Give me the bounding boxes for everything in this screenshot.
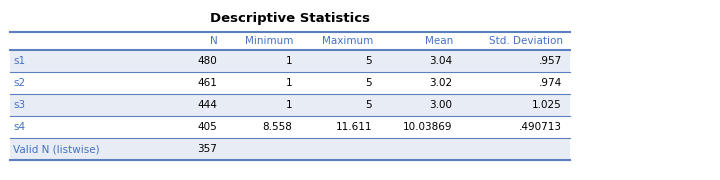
Bar <box>10 50 570 72</box>
Text: 1: 1 <box>285 100 292 110</box>
Text: 11.611: 11.611 <box>336 122 372 132</box>
Bar <box>10 94 570 116</box>
Text: 444: 444 <box>197 100 217 110</box>
Text: 3.00: 3.00 <box>429 100 452 110</box>
Text: 5: 5 <box>365 56 372 66</box>
Text: 357: 357 <box>197 144 217 154</box>
Text: s3: s3 <box>13 100 25 110</box>
Text: Valid N (listwise): Valid N (listwise) <box>13 144 99 154</box>
Text: 461: 461 <box>197 78 217 88</box>
Text: 405: 405 <box>197 122 217 132</box>
Text: 10.03869: 10.03869 <box>402 122 452 132</box>
Text: Maximum: Maximum <box>322 36 373 46</box>
Bar <box>10 116 570 138</box>
Text: 1.025: 1.025 <box>532 100 562 110</box>
Text: s1: s1 <box>13 56 25 66</box>
Text: Mean: Mean <box>425 36 453 46</box>
Text: N: N <box>210 36 218 46</box>
Text: 5: 5 <box>365 78 372 88</box>
Text: 480: 480 <box>197 56 217 66</box>
Text: 3.04: 3.04 <box>429 56 452 66</box>
Text: 8.558: 8.558 <box>262 122 292 132</box>
Text: Descriptive Statistics: Descriptive Statistics <box>210 12 370 25</box>
Bar <box>10 138 570 160</box>
Text: 3.02: 3.02 <box>429 78 452 88</box>
Text: .974: .974 <box>539 78 562 88</box>
Text: Std. Deviation: Std. Deviation <box>489 36 563 46</box>
Text: Minimum: Minimum <box>245 36 293 46</box>
Text: s4: s4 <box>13 122 25 132</box>
Bar <box>10 72 570 94</box>
Text: s2: s2 <box>13 78 25 88</box>
Text: 1: 1 <box>285 78 292 88</box>
Text: .957: .957 <box>539 56 562 66</box>
Text: 1: 1 <box>285 56 292 66</box>
Text: 5: 5 <box>365 100 372 110</box>
Text: .490713: .490713 <box>519 122 562 132</box>
